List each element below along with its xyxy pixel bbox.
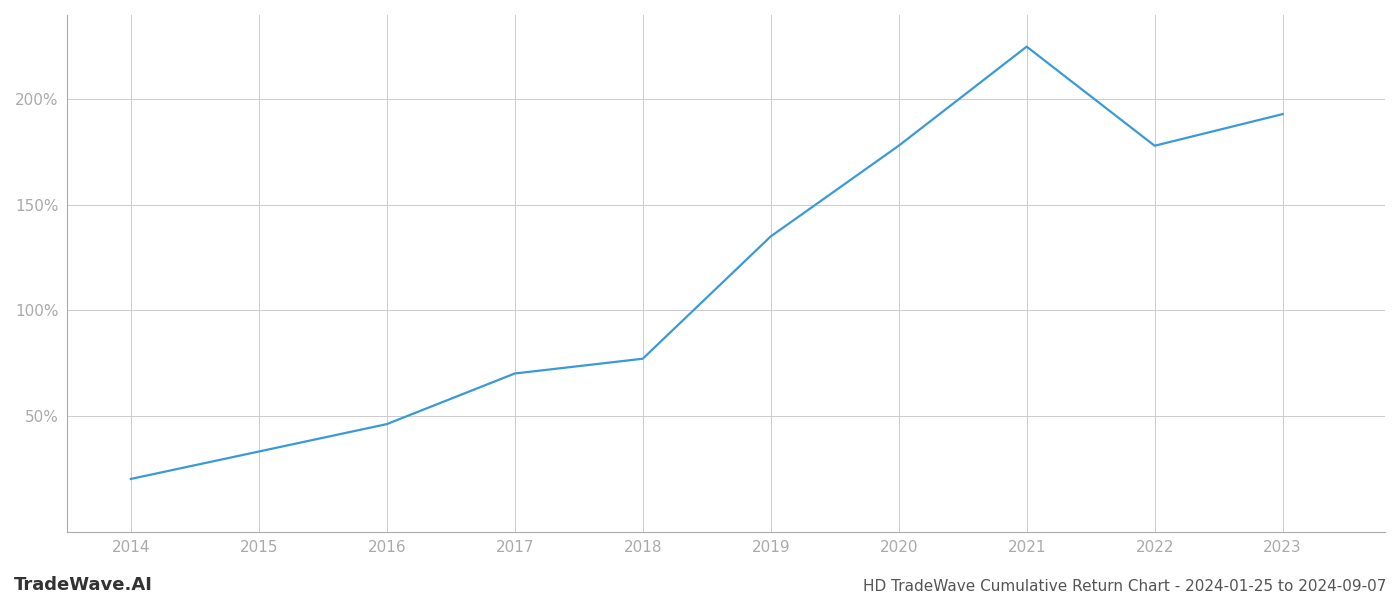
Text: HD TradeWave Cumulative Return Chart - 2024-01-25 to 2024-09-07: HD TradeWave Cumulative Return Chart - 2… (862, 579, 1386, 594)
Text: TradeWave.AI: TradeWave.AI (14, 576, 153, 594)
